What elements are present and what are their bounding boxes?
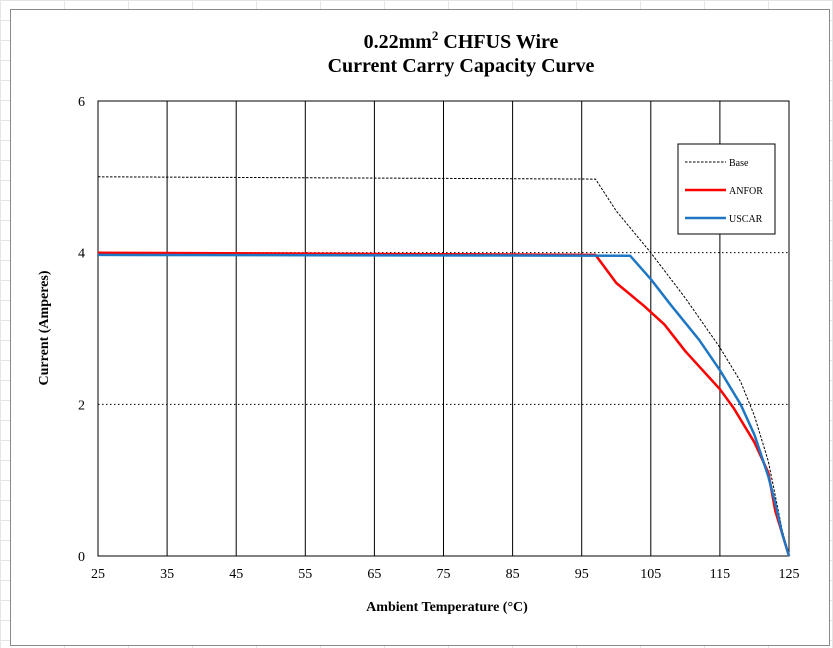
x-tick-label: 65 xyxy=(367,567,381,582)
x-tick-label: 95 xyxy=(575,567,589,582)
series-line-base xyxy=(97,176,790,557)
series-line-anfor xyxy=(97,251,791,557)
x-tick-label: 105 xyxy=(640,567,661,582)
grid-layer xyxy=(98,101,789,556)
chart-frame: 25 35 45 55 65 75 85 95 105 115 125 0 2 4 6 0.22mm2 CH… xyxy=(10,9,830,646)
x-tick-label: 85 xyxy=(506,567,520,582)
x-tick-label: 35 xyxy=(160,567,174,582)
y-tick-label: 0 xyxy=(78,550,85,565)
legend-label-anfor: ANFOR xyxy=(729,186,763,197)
x-tick-label: 75 xyxy=(437,567,451,582)
chart-title-line-2: Current Carry Capacity Curve xyxy=(328,55,595,77)
y-tick-label: 6 xyxy=(78,95,85,110)
y-axis-title: Current (Amperes) xyxy=(37,270,52,385)
y-tick-label: 4 xyxy=(78,247,85,262)
x-axis-title: Ambient Temperature (°C) xyxy=(366,600,528,615)
legend-label-uscar: USCAR xyxy=(729,214,763,225)
series-layer xyxy=(97,176,791,557)
series-line-uscar xyxy=(97,253,791,557)
x-tick-label: 25 xyxy=(91,567,105,582)
legend-label-base: Base xyxy=(729,158,749,169)
x-tick-label: 115 xyxy=(710,567,730,582)
x-tick-label: 55 xyxy=(298,567,312,582)
tick-labels: 25 35 45 55 65 75 85 95 105 115 125 0 2 4 6 xyxy=(78,95,800,582)
plot-area-border xyxy=(97,100,790,557)
y-tick-label: 2 xyxy=(78,398,85,413)
legend: Base ANFOR USCAR xyxy=(677,143,776,235)
chart-svg: 25 35 45 55 65 75 85 95 105 115 125 0 2 4 6 0.22mm2 CH… xyxy=(37,28,800,615)
x-tick-label: 125 xyxy=(779,567,800,582)
chart-title-line-1: 0.22mm2 CHFUS Wire xyxy=(364,28,559,53)
x-tick-label: 45 xyxy=(229,567,243,582)
